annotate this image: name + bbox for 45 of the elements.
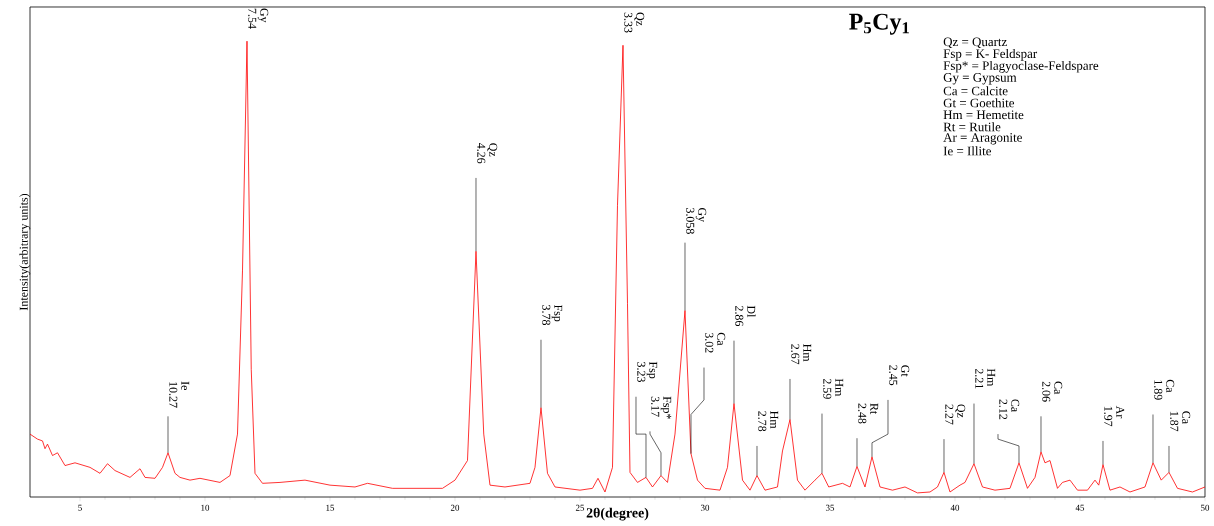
- x-tick-label: 15: [326, 504, 335, 511]
- annotation: Fsp* 3.17: [651, 396, 672, 419]
- annotation: Fsp = K- Feldspar: [943, 48, 1038, 61]
- x-tick-label: 40: [950, 504, 960, 511]
- annotation: Hm = Hemetite: [943, 110, 1024, 120]
- annotation: Qz 4.26: [477, 142, 498, 164]
- annotation: Ie 10.27: [169, 381, 190, 408]
- annotation: Ca 1.89: [1154, 379, 1175, 400]
- annotation: Ca = Calcite: [943, 86, 1008, 96]
- chart-title: P$_{5}$Cy$_{1}$: [849, 13, 909, 35]
- x-tick-label: 30: [700, 504, 710, 511]
- annotation: Ar 1.97: [1104, 405, 1125, 427]
- annotation: Fsp 3.23: [637, 361, 658, 382]
- annotation: Qz 2.27: [945, 404, 966, 425]
- annotation: Gt = Goethite: [943, 98, 1015, 108]
- annotation: Ca 3.02: [705, 332, 726, 353]
- x-tick-label: 10: [201, 504, 210, 511]
- annotation: Gy = Gypsum: [943, 73, 1017, 85]
- annotation: Hm 2.78: [758, 411, 779, 432]
- x-tick-label: 35: [825, 504, 835, 511]
- annotation: Ar = Aragonite: [943, 133, 1022, 145]
- x-tick-label: 50: [1201, 504, 1210, 511]
- annotation: Rt = Rutile: [943, 122, 1001, 132]
- annotation: Hm 2.21: [975, 368, 996, 389]
- annotation: Hm 2.59: [823, 378, 844, 399]
- annotation: Gt 2.45: [889, 365, 910, 386]
- annotation: Fsp 3.78: [542, 304, 563, 325]
- x-tick-label: 25: [575, 504, 585, 511]
- x-tick-label: 45: [1075, 504, 1085, 511]
- annotation: Ie = Illite: [943, 146, 992, 156]
- annotation: Ca 2.06: [1042, 381, 1063, 402]
- y-axis-title: Intensity(arbitrary units): [19, 193, 31, 311]
- annotation: Ca 2.12: [999, 399, 1020, 420]
- x-tick-label: 20: [450, 504, 460, 511]
- annotation: Fsp* = Plagyoclase-Feldspare: [943, 60, 1099, 73]
- annotation: Gy 3.058: [686, 207, 707, 234]
- annotation: Ca 1.87: [1170, 411, 1191, 432]
- annotation: Dl 2.86: [735, 305, 756, 327]
- annotation: Rt 2.48: [858, 403, 879, 424]
- x-tick-label: 5: [78, 504, 82, 511]
- annotation: Qz = Quartz: [943, 37, 1007, 49]
- annotation: Hm 2.67: [791, 344, 812, 365]
- x-axis-title: 2θ(degree): [586, 507, 649, 521]
- annotation: Qz 3.33: [624, 12, 645, 33]
- annotation: Gy 7.54: [248, 8, 269, 29]
